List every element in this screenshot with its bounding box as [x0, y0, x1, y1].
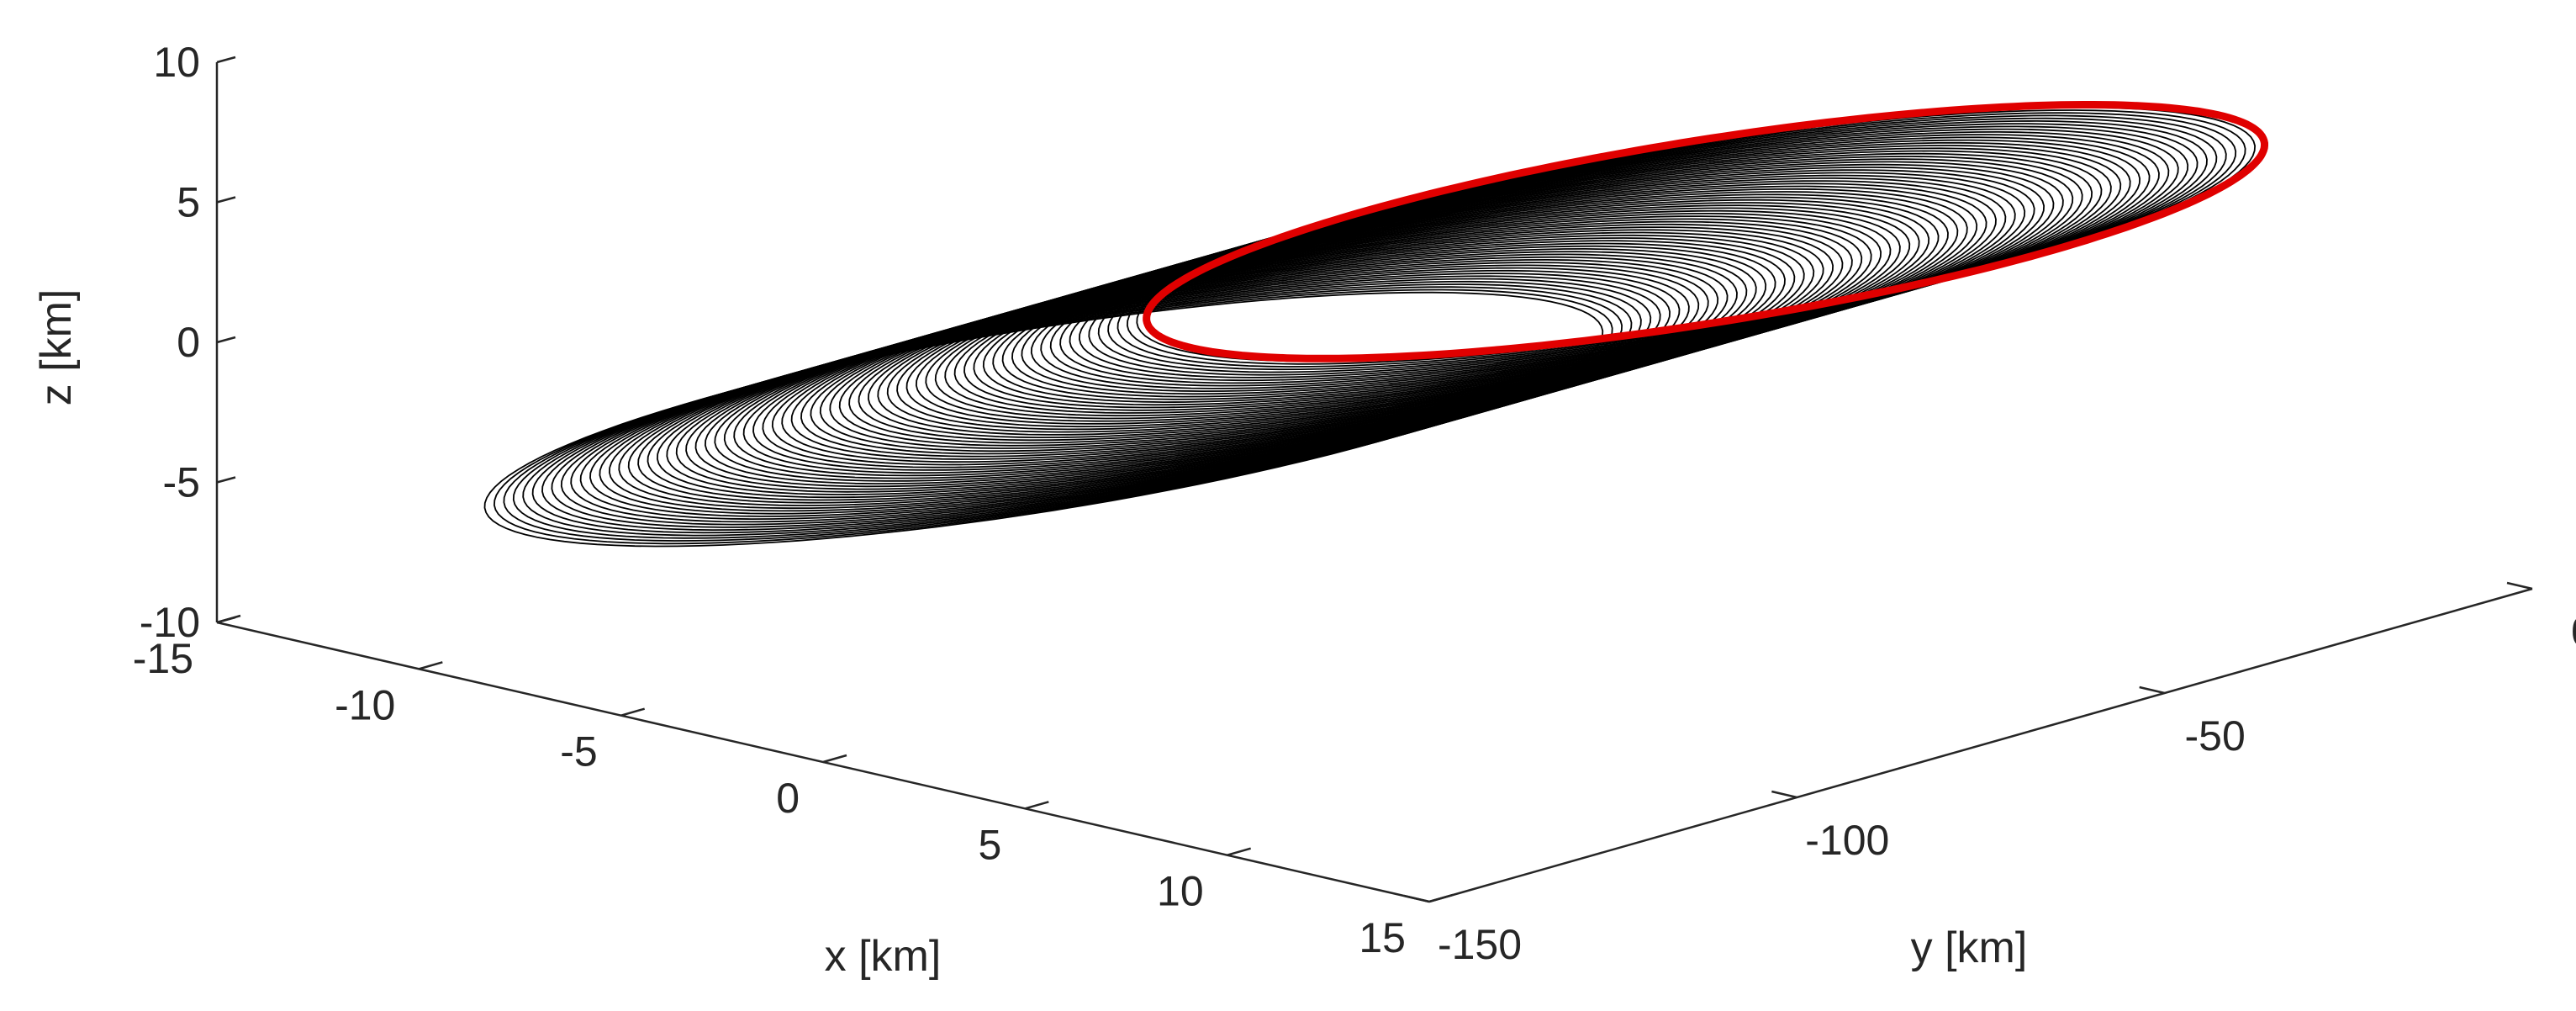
- z-tick-mark: [216, 196, 236, 204]
- drift-orbit-revolution: [953, 158, 2074, 414]
- y-axis-line: [1428, 587, 2533, 903]
- x-tick-label: -15: [133, 635, 193, 682]
- reference-orbit-line: [1143, 101, 2268, 363]
- x-tick-mark: [418, 661, 443, 670]
- x-tick-label: 0: [776, 775, 800, 822]
- x-tick-mark: [1227, 847, 1252, 856]
- drift-orbit-revolution: [1069, 125, 2189, 382]
- x-tick-label: 5: [979, 821, 1002, 868]
- drift-orbit-revolution: [1059, 128, 2179, 384]
- y-tick-label: -150: [1438, 921, 1522, 968]
- drift-orbit-revolution: [905, 172, 2026, 428]
- z-tick-label: 5: [177, 179, 200, 226]
- x-tick-mark: [1024, 801, 1049, 810]
- z-tick-label: -10: [140, 599, 200, 646]
- z-tick-label: -5: [163, 459, 200, 506]
- x-tick-mark: [620, 707, 646, 717]
- x-tick-label: 10: [1157, 868, 1204, 915]
- z-tick-mark: [216, 56, 236, 64]
- drift-orbit-revolution: [925, 166, 2045, 422]
- drift-orbit-revolution: [934, 163, 2055, 420]
- drift-orbit-revolution: [1078, 123, 2199, 378]
- y-tick-label: 0: [2571, 608, 2576, 655]
- y-tick-label: -100: [1805, 817, 1889, 864]
- x-tick-label: -10: [335, 681, 395, 728]
- x-tick-mark: [216, 614, 241, 624]
- plot-area: [483, 101, 2268, 548]
- x-tick-label: -5: [560, 728, 597, 775]
- drift-orbit-revolution: [1097, 117, 2218, 373]
- drift-orbit-revolution: [1001, 145, 2122, 400]
- y-tick-mark: [2139, 685, 2165, 695]
- z-tick-mark: [216, 336, 236, 344]
- z-axis-label: z [km]: [32, 289, 81, 406]
- drift-orbit-revolution: [1021, 139, 2141, 395]
- drift-orbit-revolution: [982, 150, 2103, 406]
- tick-marks: [216, 56, 2533, 903]
- drift-orbit-revolution: [963, 156, 2083, 411]
- y-tick-mark: [2506, 581, 2533, 590]
- x-tick-mark: [1428, 893, 1454, 903]
- z-tick-mark: [216, 476, 236, 484]
- drift-orbit-revolution: [1030, 136, 2151, 393]
- drift-orbit-revolution: [992, 147, 2112, 404]
- y-tick-mark: [1771, 790, 1797, 799]
- x-tick-label: 15: [1359, 914, 1406, 961]
- drift-orbit-revolution: [1049, 130, 2170, 387]
- drift-orbit-revolution: [944, 161, 2064, 417]
- z-tick-label: 10: [153, 39, 200, 86]
- drift-orbit-revolution: [1011, 141, 2131, 398]
- drift-orbit-revolution: [1088, 119, 2208, 376]
- y-tick-mark: [1403, 894, 1430, 903]
- x-axis-label: x [km]: [825, 932, 942, 981]
- drift-orbit-revolution: [973, 152, 2093, 409]
- y-tick-label: -50: [2185, 712, 2246, 760]
- z-tick-label: 0: [177, 319, 200, 366]
- y-axis-label: y [km]: [1911, 924, 2028, 972]
- x-tick-mark: [822, 754, 847, 764]
- drift-orbit-revolution: [915, 169, 2035, 425]
- drift-orbit-revolution: [1040, 134, 2160, 389]
